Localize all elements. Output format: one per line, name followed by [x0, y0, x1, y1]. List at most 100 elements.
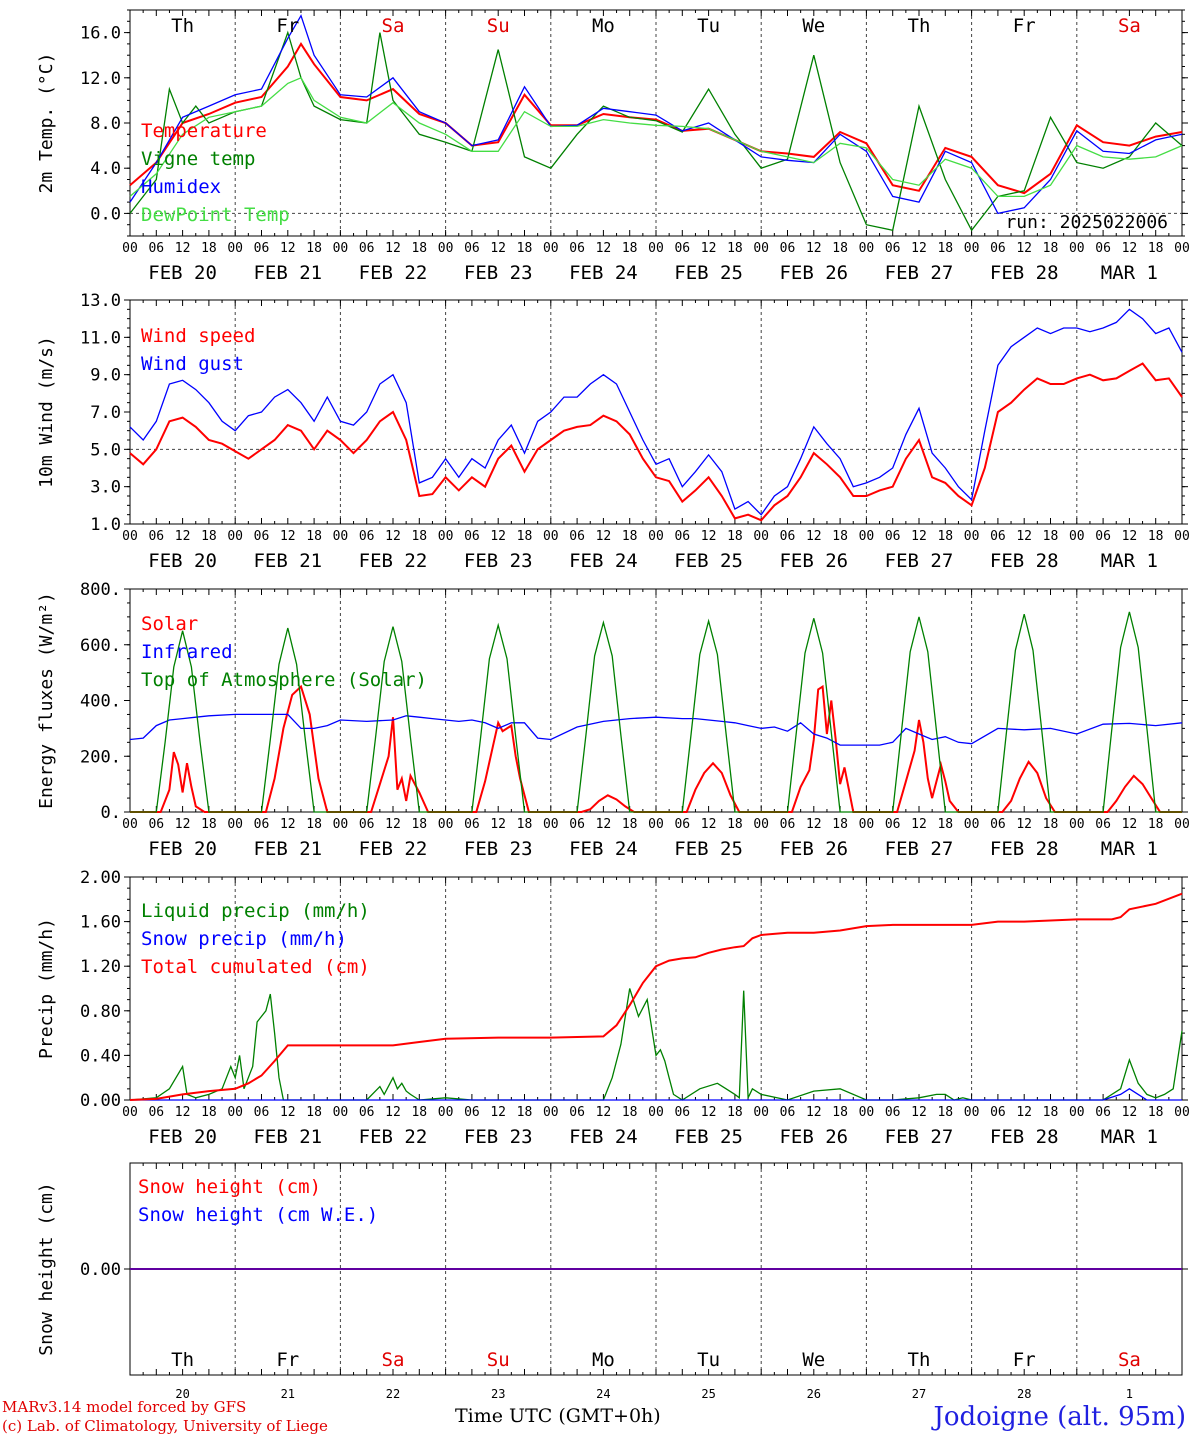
y-axis-label: 2m Temp. (°C) — [36, 53, 57, 194]
day-number: 1 — [1126, 1387, 1133, 1401]
y-tick-label: 1.20 — [80, 957, 121, 977]
day-number: 24 — [596, 1387, 610, 1401]
date-label: FEB 24 — [569, 1126, 638, 1148]
hour-label: 00 — [333, 817, 349, 832]
date-label: FEB 25 — [674, 838, 743, 860]
hour-label: 12 — [1016, 241, 1032, 256]
hour-label: 18 — [937, 1105, 953, 1120]
date-label: FEB 20 — [148, 1126, 217, 1148]
hour-label: 06 — [359, 1105, 375, 1120]
y-tick-label: 9.0 — [90, 366, 121, 386]
y-axis-label: Snow height (cm) — [36, 1182, 57, 1355]
hour-label: 12 — [911, 1105, 927, 1120]
hour-label: 06 — [990, 529, 1006, 544]
hour-label: 06 — [885, 1105, 901, 1120]
weekday-label: We — [802, 15, 825, 37]
legend-entry: Temperature — [141, 120, 267, 142]
y-tick-label: 12.0 — [80, 69, 121, 89]
hour-label: 06 — [254, 529, 270, 544]
hour-label: 18 — [622, 817, 638, 832]
hour-label: 00 — [859, 817, 875, 832]
hour-label: 06 — [464, 817, 480, 832]
hour-label: 00 — [859, 1105, 875, 1120]
series-infrared — [129, 713, 1183, 746]
legend-entry: Liquid precip (mm/h) — [141, 900, 370, 922]
date-label: FEB 23 — [464, 1126, 533, 1148]
hour-label: 12 — [911, 241, 927, 256]
hour-label: 00 — [227, 817, 243, 832]
y-tick-label: 7.0 — [90, 403, 121, 423]
hour-label: 00 — [543, 529, 559, 544]
hour-label: 06 — [780, 817, 796, 832]
hour-label: 12 — [806, 817, 822, 832]
y-tick-label: 16.0 — [80, 24, 121, 44]
weekday-label: Tu — [697, 15, 720, 37]
date-label: FEB 23 — [464, 550, 533, 572]
hour-label: 12 — [1122, 241, 1138, 256]
hour-label: 18 — [937, 529, 953, 544]
hour-label: 06 — [148, 1105, 164, 1120]
date-label: FEB 28 — [990, 838, 1059, 860]
hour-label: 12 — [385, 529, 401, 544]
date-label: FEB 26 — [779, 1126, 848, 1148]
date-label: FEB 22 — [359, 262, 428, 284]
hour-label: 06 — [464, 529, 480, 544]
date-label: FEB 21 — [253, 838, 322, 860]
hour-label: 18 — [1148, 1105, 1164, 1120]
hour-label: 12 — [596, 817, 612, 832]
hour-label: 18 — [517, 241, 533, 256]
weekday-label: Sa — [1118, 1349, 1141, 1371]
y-axis-label: Precip (mm/h) — [36, 918, 57, 1059]
legend-entry: Solar — [141, 613, 198, 635]
weekday-label: We — [802, 1349, 825, 1371]
legend-entry: Humidex — [141, 176, 221, 198]
hour-label: 06 — [359, 529, 375, 544]
hour-label: 06 — [674, 241, 690, 256]
date-label: MAR 1 — [1101, 262, 1158, 284]
hour-label: 06 — [148, 529, 164, 544]
hour-label: 06 — [885, 529, 901, 544]
hour-label: 18 — [306, 241, 322, 256]
date-label: FEB 26 — [779, 550, 848, 572]
date-label: FEB 27 — [885, 1126, 954, 1148]
date-label: FEB 26 — [779, 838, 848, 860]
hour-label: 18 — [832, 1105, 848, 1120]
y-tick-label: 8.0 — [90, 114, 121, 134]
hour-label: 12 — [1122, 1105, 1138, 1120]
date-label: FEB 21 — [253, 1126, 322, 1148]
hour-label: 12 — [490, 1105, 506, 1120]
hour-label: 00 — [753, 817, 769, 832]
weekday-label: Tu — [697, 1349, 720, 1371]
hour-label: 12 — [280, 241, 296, 256]
hour-label: 12 — [806, 1105, 822, 1120]
y-tick-label: 0. — [101, 803, 121, 823]
weekday-label: Th — [171, 15, 194, 37]
hour-label: 06 — [569, 1105, 585, 1120]
hour-label: 06 — [1095, 241, 1111, 256]
model-credits: MARv3.14 model forced by GFS (c) Lab. of… — [2, 1398, 328, 1436]
hour-label: 06 — [674, 529, 690, 544]
hour-label: 06 — [990, 1105, 1006, 1120]
hour-label: 00 — [648, 241, 664, 256]
hour-label: 06 — [885, 817, 901, 832]
hour-label: 12 — [596, 241, 612, 256]
hour-label: 18 — [727, 529, 743, 544]
hour-label: 12 — [1122, 529, 1138, 544]
hour-label: 06 — [148, 241, 164, 256]
run-label: run: 2025022006 — [1005, 212, 1168, 233]
y-tick-label: 200. — [80, 747, 121, 767]
hour-label: 00 — [1174, 1105, 1190, 1120]
hour-label: 18 — [517, 1105, 533, 1120]
hour-label: 00 — [964, 817, 980, 832]
series-snow-precip-mm-h — [130, 1088, 1182, 1101]
day-number: 21 — [281, 1387, 295, 1401]
hour-label: 18 — [306, 1105, 322, 1120]
hour-label: 00 — [122, 529, 138, 544]
hour-label: 18 — [411, 817, 427, 832]
hour-label: 18 — [622, 529, 638, 544]
weekday-label: Fr — [276, 15, 299, 37]
hour-label: 00 — [648, 1105, 664, 1120]
hour-label: 06 — [569, 817, 585, 832]
hour-label: 00 — [753, 241, 769, 256]
hour-label: 00 — [1174, 241, 1190, 256]
